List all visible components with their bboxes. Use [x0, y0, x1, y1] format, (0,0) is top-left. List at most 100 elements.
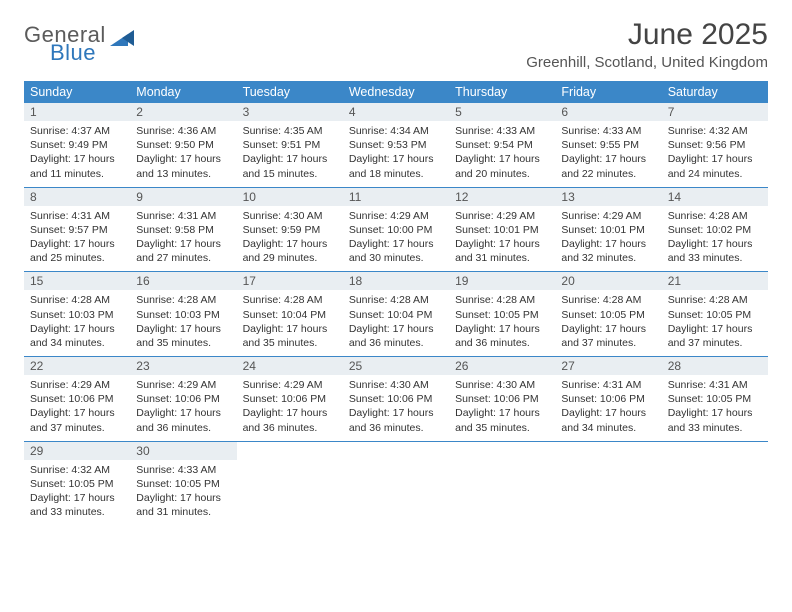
day-cell: 19Sunrise: 4:28 AMSunset: 10:05 PMDaylig…: [449, 272, 555, 356]
sunrise-text: Sunrise: 4:28 AM: [455, 293, 549, 307]
daylight-text: Daylight: 17 hours: [349, 237, 443, 251]
sunset-text: Sunset: 10:06 PM: [455, 392, 549, 406]
daylight-text: and 33 minutes.: [30, 505, 124, 519]
day-number: 22: [24, 357, 130, 375]
day-number: 10: [237, 188, 343, 206]
daylight-text: and 25 minutes.: [30, 251, 124, 265]
week-row: 22Sunrise: 4:29 AMSunset: 10:06 PMDaylig…: [24, 357, 768, 442]
day-number: 29: [24, 442, 130, 460]
daylight-text: and 36 minutes.: [349, 421, 443, 435]
sunrise-text: Sunrise: 4:32 AM: [30, 463, 124, 477]
sunrise-text: Sunrise: 4:29 AM: [349, 209, 443, 223]
day-number: 4: [343, 103, 449, 121]
daylight-text: Daylight: 17 hours: [136, 406, 230, 420]
sunset-text: Sunset: 9:56 PM: [668, 138, 762, 152]
day-number: 24: [237, 357, 343, 375]
sunset-text: Sunset: 10:01 PM: [455, 223, 549, 237]
logo-text: General Blue: [24, 24, 106, 64]
sunset-text: Sunset: 9:49 PM: [30, 138, 124, 152]
daylight-text: Daylight: 17 hours: [455, 322, 549, 336]
sunrise-text: Sunrise: 4:28 AM: [561, 293, 655, 307]
day-number: 1: [24, 103, 130, 121]
day-header-fri: Friday: [555, 81, 661, 103]
logo-mark-icon: [110, 28, 136, 46]
day-cell: 2Sunrise: 4:36 AMSunset: 9:50 PMDaylight…: [130, 103, 236, 187]
day-cell: [449, 442, 555, 526]
daylight-text: Daylight: 17 hours: [455, 152, 549, 166]
day-number: 14: [662, 188, 768, 206]
daylight-text: and 22 minutes.: [561, 167, 655, 181]
day-cell: 14Sunrise: 4:28 AMSunset: 10:02 PMDaylig…: [662, 188, 768, 272]
sunrise-text: Sunrise: 4:29 AM: [455, 209, 549, 223]
day-number: 27: [555, 357, 661, 375]
sunrise-text: Sunrise: 4:35 AM: [243, 124, 337, 138]
daylight-text: Daylight: 17 hours: [30, 237, 124, 251]
daylight-text: Daylight: 17 hours: [243, 152, 337, 166]
sunrise-text: Sunrise: 4:31 AM: [668, 378, 762, 392]
sunset-text: Sunset: 10:06 PM: [349, 392, 443, 406]
daylight-text: Daylight: 17 hours: [30, 322, 124, 336]
day-cell: 27Sunrise: 4:31 AMSunset: 10:06 PMDaylig…: [555, 357, 661, 441]
sunset-text: Sunset: 10:06 PM: [136, 392, 230, 406]
day-cell: 12Sunrise: 4:29 AMSunset: 10:01 PMDaylig…: [449, 188, 555, 272]
sunrise-text: Sunrise: 4:33 AM: [136, 463, 230, 477]
day-cell: [662, 442, 768, 526]
day-number: 21: [662, 272, 768, 290]
page: General Blue June 2025 Greenhill, Scotla…: [0, 0, 792, 525]
daylight-text: Daylight: 17 hours: [30, 152, 124, 166]
daylight-text: and 36 minutes.: [136, 421, 230, 435]
daylight-text: and 34 minutes.: [30, 336, 124, 350]
day-header-sat: Saturday: [662, 81, 768, 103]
daylight-text: Daylight: 17 hours: [349, 322, 443, 336]
daylight-text: and 11 minutes.: [30, 167, 124, 181]
day-cell: 18Sunrise: 4:28 AMSunset: 10:04 PMDaylig…: [343, 272, 449, 356]
day-cell: 9Sunrise: 4:31 AMSunset: 9:58 PMDaylight…: [130, 188, 236, 272]
daylight-text: Daylight: 17 hours: [136, 322, 230, 336]
sunset-text: Sunset: 9:53 PM: [349, 138, 443, 152]
day-number: 23: [130, 357, 236, 375]
day-header-thu: Thursday: [449, 81, 555, 103]
day-header-tue: Tuesday: [237, 81, 343, 103]
day-number: 26: [449, 357, 555, 375]
daylight-text: Daylight: 17 hours: [561, 237, 655, 251]
day-cell: 22Sunrise: 4:29 AMSunset: 10:06 PMDaylig…: [24, 357, 130, 441]
sunset-text: Sunset: 10:04 PM: [243, 308, 337, 322]
sunrise-text: Sunrise: 4:33 AM: [561, 124, 655, 138]
day-number: 7: [662, 103, 768, 121]
sunrise-text: Sunrise: 4:34 AM: [349, 124, 443, 138]
sunrise-text: Sunrise: 4:31 AM: [136, 209, 230, 223]
daylight-text: and 35 minutes.: [243, 336, 337, 350]
daylight-text: Daylight: 17 hours: [30, 491, 124, 505]
daylight-text: and 29 minutes.: [243, 251, 337, 265]
sunset-text: Sunset: 10:05 PM: [668, 392, 762, 406]
day-cell: [237, 442, 343, 526]
day-number: 25: [343, 357, 449, 375]
sunrise-text: Sunrise: 4:28 AM: [136, 293, 230, 307]
month-title: June 2025: [526, 18, 768, 52]
day-cell: 30Sunrise: 4:33 AMSunset: 10:05 PMDaylig…: [130, 442, 236, 526]
daylight-text: Daylight: 17 hours: [668, 406, 762, 420]
day-number: 20: [555, 272, 661, 290]
sunset-text: Sunset: 9:57 PM: [30, 223, 124, 237]
logo: General Blue: [24, 18, 136, 64]
daylight-text: and 20 minutes.: [455, 167, 549, 181]
sunrise-text: Sunrise: 4:30 AM: [349, 378, 443, 392]
sunset-text: Sunset: 10:04 PM: [349, 308, 443, 322]
daylight-text: Daylight: 17 hours: [561, 406, 655, 420]
sunrise-text: Sunrise: 4:32 AM: [668, 124, 762, 138]
sunset-text: Sunset: 10:05 PM: [561, 308, 655, 322]
sunset-text: Sunset: 10:02 PM: [668, 223, 762, 237]
sunset-text: Sunset: 10:01 PM: [561, 223, 655, 237]
day-cell: 23Sunrise: 4:29 AMSunset: 10:06 PMDaylig…: [130, 357, 236, 441]
calendar: Sunday Monday Tuesday Wednesday Thursday…: [24, 81, 768, 525]
day-cell: 17Sunrise: 4:28 AMSunset: 10:04 PMDaylig…: [237, 272, 343, 356]
daylight-text: Daylight: 17 hours: [243, 322, 337, 336]
daylight-text: Daylight: 17 hours: [136, 491, 230, 505]
sunrise-text: Sunrise: 4:30 AM: [243, 209, 337, 223]
day-number: 9: [130, 188, 236, 206]
sunrise-text: Sunrise: 4:28 AM: [668, 293, 762, 307]
sunset-text: Sunset: 9:58 PM: [136, 223, 230, 237]
day-number: 16: [130, 272, 236, 290]
day-cell: 29Sunrise: 4:32 AMSunset: 10:05 PMDaylig…: [24, 442, 130, 526]
day-cell: 13Sunrise: 4:29 AMSunset: 10:01 PMDaylig…: [555, 188, 661, 272]
